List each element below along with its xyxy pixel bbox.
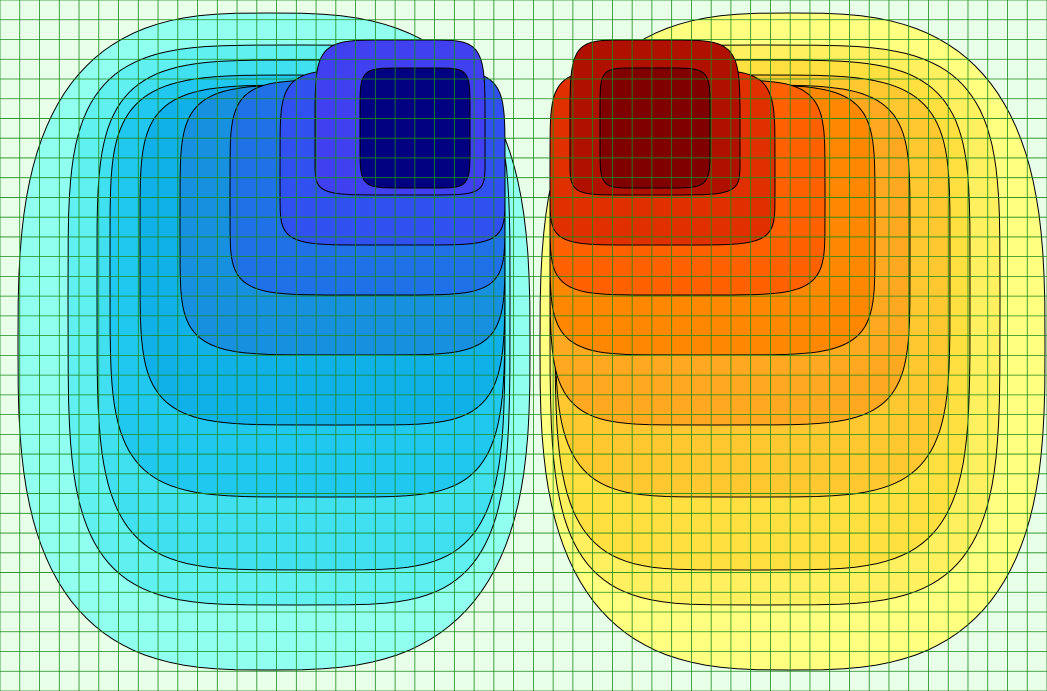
- left-lobe-contours: [17, 12, 531, 671]
- right-lobe-contours: [539, 12, 1046, 671]
- right-contour-level-10: [599, 67, 711, 189]
